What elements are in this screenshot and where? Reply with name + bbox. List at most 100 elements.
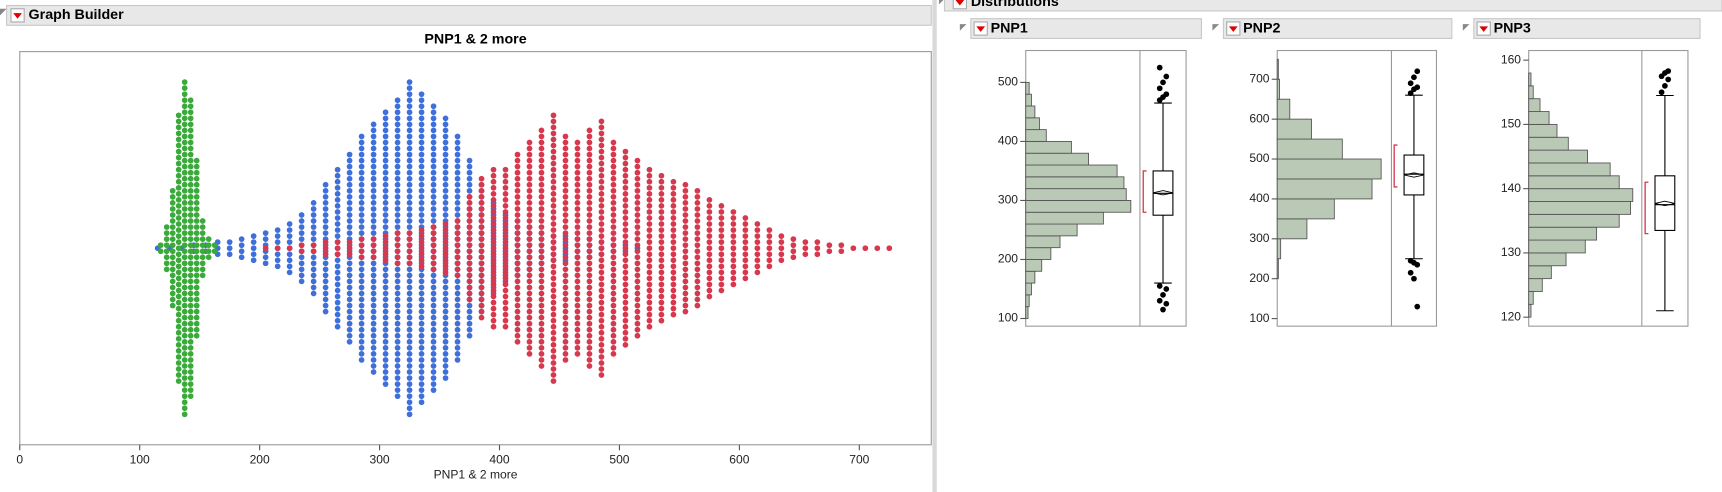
swarm-dot xyxy=(193,332,200,339)
swarm-dot xyxy=(406,393,413,400)
swarm-dot xyxy=(175,323,182,330)
swarm-dot xyxy=(181,357,188,363)
swarm-dot xyxy=(442,212,449,218)
histogram-bar xyxy=(1528,98,1541,112)
swarm-dot xyxy=(238,254,245,261)
swarm-dot xyxy=(199,272,206,279)
swarm-dot xyxy=(175,281,182,288)
swarm-dot xyxy=(646,172,653,179)
swarm-dot xyxy=(406,338,413,345)
menu-arrow xyxy=(976,26,986,32)
swarm-dot xyxy=(310,272,317,279)
swarm-dot xyxy=(346,338,353,345)
swarm-dot xyxy=(187,363,194,369)
swarm-dot xyxy=(346,296,353,303)
swarm-dot xyxy=(730,281,737,288)
swarm-dot xyxy=(598,257,605,264)
swarm-dot xyxy=(718,263,725,270)
swarm-dot xyxy=(550,299,557,306)
swarm-dot xyxy=(310,206,317,212)
swarm-dot xyxy=(562,284,569,291)
swarm-dot xyxy=(526,242,533,249)
swarm-dot xyxy=(418,181,425,188)
panel-header xyxy=(943,0,1722,12)
swarm-dot xyxy=(574,320,581,327)
swarm-dot xyxy=(430,236,437,242)
swarm-dot xyxy=(193,242,200,249)
swarm-dot xyxy=(406,345,413,351)
swarm-dot xyxy=(562,296,569,303)
swarm-dot xyxy=(682,272,689,279)
swarm-dot xyxy=(706,227,713,233)
swarm-dot xyxy=(550,245,557,252)
swarm-dot xyxy=(622,323,629,330)
disclosure-icon[interactable] xyxy=(938,0,946,5)
swarm-dot xyxy=(766,245,773,252)
disclosure-icon[interactable] xyxy=(0,8,7,16)
swarm-dot xyxy=(598,251,605,258)
outlier xyxy=(1160,79,1166,86)
swarm-dot xyxy=(394,393,401,400)
swarm-dot xyxy=(334,227,341,233)
swarm-dot xyxy=(526,296,533,303)
swarm-dot xyxy=(175,190,182,197)
swarm-dot xyxy=(502,269,509,276)
swarm-dot xyxy=(406,357,413,363)
swarm-dot xyxy=(310,218,317,224)
swarm-dot xyxy=(394,363,401,369)
swarm-dot xyxy=(514,248,521,255)
swarm-dot xyxy=(406,145,413,152)
swarm-dot xyxy=(187,200,194,206)
swarm-dot xyxy=(598,166,605,173)
swarm-dot xyxy=(478,314,485,321)
swarm-dot xyxy=(181,109,188,116)
swarm-dot xyxy=(622,148,629,155)
swarm-dot xyxy=(358,193,365,200)
swarm-dot xyxy=(310,212,317,218)
swarm-dot xyxy=(514,242,521,249)
swarm-dot xyxy=(358,278,365,285)
swarm-dot xyxy=(682,242,689,249)
swarm-dot xyxy=(514,296,521,303)
swarm-dot xyxy=(430,181,437,188)
swarm-dot xyxy=(598,360,605,366)
swarm-dot xyxy=(562,200,569,206)
swarm-dot xyxy=(175,178,182,185)
swarm-dot xyxy=(346,251,353,258)
swarm-dot xyxy=(346,272,353,279)
swarm-dot xyxy=(169,236,176,242)
swarm-dot xyxy=(334,263,341,270)
splitter xyxy=(932,0,937,492)
swarm-dot xyxy=(694,236,701,242)
swarm-dot xyxy=(187,163,194,170)
swarm-dot xyxy=(382,308,389,315)
swarm-dot xyxy=(187,302,194,309)
swarm-dot xyxy=(454,345,461,351)
swarm-dot xyxy=(226,239,233,246)
swarm-dot xyxy=(706,287,713,294)
swarm-dot xyxy=(406,411,413,418)
swarm-dot xyxy=(502,311,509,318)
histogram-bar xyxy=(1528,239,1586,254)
swarm-dot xyxy=(502,178,509,185)
swarm-dot xyxy=(562,157,569,164)
swarm-dot xyxy=(466,266,473,273)
swarm-dot xyxy=(646,269,653,276)
swarm-dot xyxy=(538,357,545,363)
swarm-dot xyxy=(502,203,509,209)
histogram-bar xyxy=(1025,164,1118,178)
swarm-dot xyxy=(181,290,188,297)
swarm-dot xyxy=(622,166,629,173)
swarm-dot xyxy=(562,206,569,212)
swarm-dot xyxy=(322,260,329,267)
swarm-dot xyxy=(874,245,881,252)
swarm-dot xyxy=(694,206,701,212)
swarm-dot xyxy=(394,212,401,218)
swarm-dot xyxy=(394,296,401,303)
swarm-dot xyxy=(538,326,545,333)
swarm-dot xyxy=(310,290,317,297)
histogram-bar xyxy=(1025,235,1061,249)
swarm-dot xyxy=(205,248,212,255)
swarm-dot xyxy=(310,284,317,291)
swarm-dot xyxy=(370,242,377,249)
